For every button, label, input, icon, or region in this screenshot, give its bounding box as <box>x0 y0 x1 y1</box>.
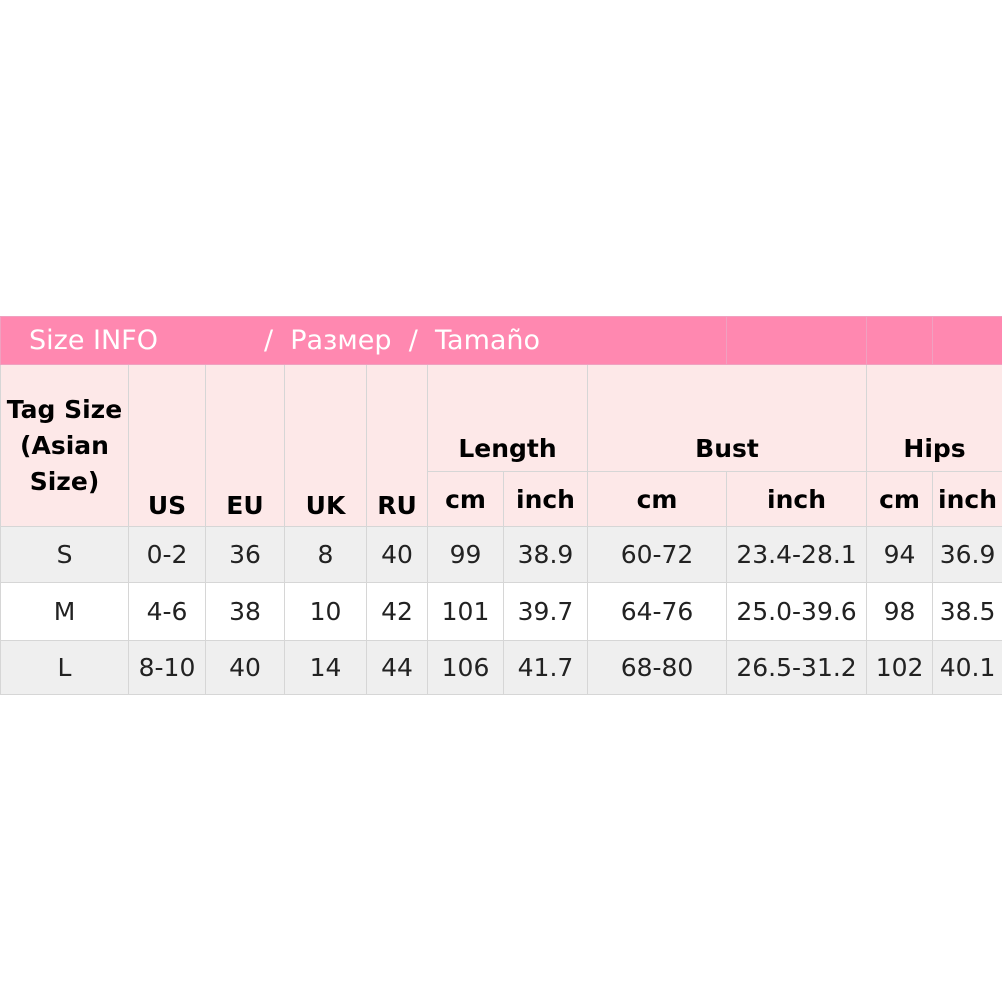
table-cell: 44 <box>366 640 428 695</box>
table-cell: 68-80 <box>586 640 728 695</box>
table-cell: 101 <box>427 582 504 641</box>
subheader-row: cm inch cm inch cm inch <box>1 471 1002 527</box>
size-info-title: Size INFO / Размер / Tamaño <box>0 316 728 365</box>
title-bar: Size INFO / Размер / Tamaño <box>0 316 1002 365</box>
header-bust: Bust <box>586 364 868 472</box>
table-cell: 40 <box>205 640 285 695</box>
header-us: US <box>128 364 206 527</box>
table-cell: S <box>0 526 129 583</box>
header-bust-cm: cm <box>586 471 728 527</box>
table-cell: 40 <box>366 526 428 583</box>
title-en: Size INFO <box>29 325 158 356</box>
table-cell: 94 <box>866 526 934 583</box>
table-cell: 10 <box>284 582 367 641</box>
table-cell: 60-72 <box>586 526 728 583</box>
header-hips-inch: inch <box>932 471 1002 527</box>
table-cell: 8 <box>284 526 367 583</box>
table-cell: 14 <box>284 640 367 695</box>
header-tag-size: Tag Size (Asian Size) <box>0 364 129 527</box>
table-cell: 36.9 <box>932 526 1002 583</box>
header-bust-inch: inch <box>726 471 868 527</box>
table-row: S 0-2 36 8 40 99 38.9 60-72 23.4-28.1 94 36.9 <box>0 526 1002 583</box>
table-row: M 4-6 38 10 42 101 39.7 64-76 25.0-39.6 98 38.5 <box>0 582 1002 641</box>
title-sep: / <box>408 325 418 356</box>
header-length: Length <box>427 364 588 472</box>
size-chart-table: Size INFO / Размер / Tamaño Tag Size (Asi… <box>0 316 1002 695</box>
table-row: L 8-10 40 14 44 106 41.7 68-80 26.5-31.2 102 40.1 <box>0 640 1002 695</box>
table-cell: 26.5-31.2 <box>726 640 868 695</box>
header-hips: Hips <box>866 364 1002 472</box>
table-cell: L <box>0 640 129 695</box>
header-row: Tag Size (Asian Size) US EU UK RU Length… <box>0 364 1002 527</box>
header-uk: UK <box>284 364 367 527</box>
header-hips-cm: cm <box>866 471 934 527</box>
table-cell: 41.7 <box>503 640 588 695</box>
title-es: Tamaño <box>435 325 541 356</box>
table-cell: 38.9 <box>503 526 588 583</box>
title-sep: / <box>263 325 274 356</box>
header-length-inch: inch <box>503 471 588 527</box>
header-eu: EU <box>205 364 285 527</box>
title-cell <box>932 316 1002 365</box>
table-cell: 64-76 <box>586 582 728 641</box>
table-cell: 25.0-39.6 <box>726 582 868 641</box>
table-cell: 39.7 <box>503 582 588 641</box>
table-cell: M <box>0 582 129 641</box>
title-ru: Размер <box>290 325 392 356</box>
table-cell: 4-6 <box>128 582 206 641</box>
title-cell <box>726 316 868 365</box>
table-cell: 42 <box>366 582 428 641</box>
table-cell: 40.1 <box>932 640 1002 695</box>
table-cell: 102 <box>866 640 934 695</box>
table-cell: 36 <box>205 526 285 583</box>
table-cell: 98 <box>866 582 934 641</box>
table-cell: 0-2 <box>128 526 206 583</box>
table-cell: 106 <box>427 640 504 695</box>
table-cell: 38 <box>205 582 285 641</box>
header-ru: RU <box>366 364 428 527</box>
table-cell: 23.4-28.1 <box>726 526 868 583</box>
table-cell: 38.5 <box>932 582 1002 641</box>
title-cell <box>866 316 934 365</box>
table-cell: 99 <box>427 526 504 583</box>
header-length-cm: cm <box>427 471 504 527</box>
table-cell: 8-10 <box>128 640 206 695</box>
